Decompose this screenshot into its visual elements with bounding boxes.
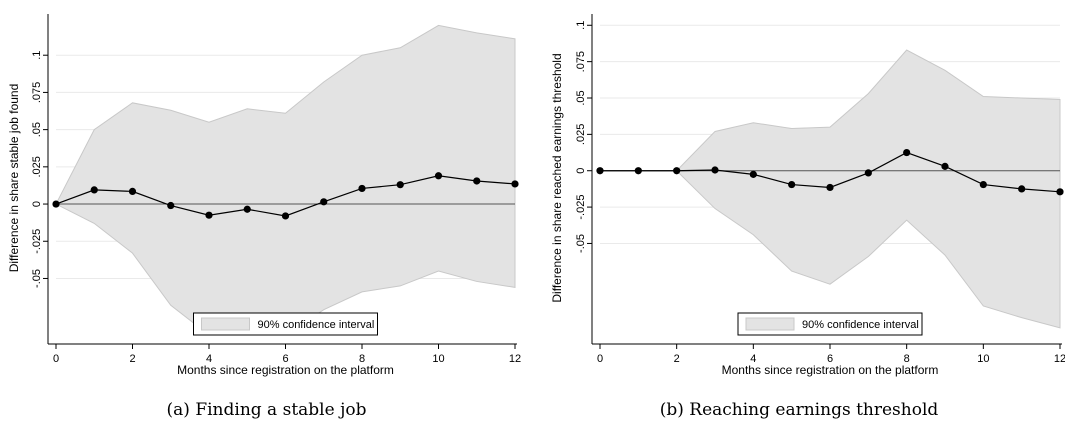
x-tick-label: 8 [359,353,365,365]
x-tick-label: 10 [977,353,989,365]
data-point [281,212,290,220]
x-tick-label: 2 [129,353,135,365]
data-point [903,148,911,157]
y-tick-label: .05 [31,122,43,137]
data-point [434,172,443,180]
x-tick-label: 4 [750,353,756,365]
data-point [205,211,213,219]
x-tick-label: 0 [597,353,603,365]
y-tick-label: 0 [31,201,43,207]
data-point [749,170,757,178]
y-axis-title: Difference in share reached earnings thr… [550,53,564,302]
x-tick-label: 6 [282,353,288,365]
y-tick-label: .075 [575,51,587,72]
data-point [396,181,404,189]
x-tick-label: 4 [206,353,212,365]
y-tick-label: .05 [575,90,587,105]
chart-panel-a: -.05 -.025 0 .025 .05 .075 .1 0 2 4 6 8 10 12 90% conf… [7,14,521,420]
confidence-band [55,24,516,336]
y-tick-label: .075 [31,82,43,103]
caption-b: (b) Reaching earnings threshold [659,400,939,420]
data-point [358,184,366,193]
data-point [1056,188,1064,196]
chart-a: -.05 -.025 0 .025 .05 .075 .1 0 2 4 6 8 10 12 90% conf… [7,14,521,377]
data-point [511,180,519,188]
data-point [243,205,251,213]
y-tick-label: 0 [575,168,587,174]
data-point [711,166,719,174]
caption-a: (a) Finding a stable job [166,400,367,420]
y-tick-label: -.025 [31,229,43,254]
data-point [128,187,137,195]
y-tick-label: .1 [575,21,587,30]
data-point [788,180,796,189]
x-tick-label: 2 [674,353,680,365]
x-axis-title: Months since registration on the platfor… [177,363,394,377]
y-axis-title: Difference in share stable job found [7,84,21,273]
data-point [979,180,987,189]
y-tick-label: -.05 [31,269,43,288]
y-tick-label: -.05 [575,234,587,253]
data-point [473,177,481,185]
data-point [52,200,60,208]
data-point [634,167,642,175]
legend-swatch [201,317,250,331]
y-tick-label: -.025 [575,195,587,220]
data-point [596,167,604,175]
x-tick-label: 12 [509,353,521,365]
x-tick-label: 10 [432,353,444,365]
x-tick-label: 6 [827,353,833,365]
y-tick-label: .025 [31,156,43,177]
x-axis-title: Months since registration on the platfor… [722,363,939,377]
data-point [320,198,328,206]
data-point [864,169,872,177]
x-tick-label: 8 [904,353,910,365]
y-tick-label: .1 [31,51,43,60]
chart-panel-b: -.05 -.025 0 .025 .05 .075 .1 0 2 4 6 8 10 12 90% conf… [533,0,1065,431]
data-point [90,186,98,194]
y-tick-label: .025 [575,124,587,145]
x-tick-label: 12 [1054,353,1065,365]
legend-swatch [745,317,795,331]
legend-label: 90% confidence interval [258,319,375,331]
data-point [941,162,949,170]
data-point [167,201,175,210]
data-point [1018,185,1026,193]
x-tick-label: 0 [53,353,59,365]
chart-b: -.05 -.025 0 .025 .05 .075 .1 0 2 4 6 8 10 12 90% conf… [550,14,1065,377]
data-point [826,183,834,192]
data-point [673,167,681,175]
legend-label: 90% confidence interval [802,319,919,331]
